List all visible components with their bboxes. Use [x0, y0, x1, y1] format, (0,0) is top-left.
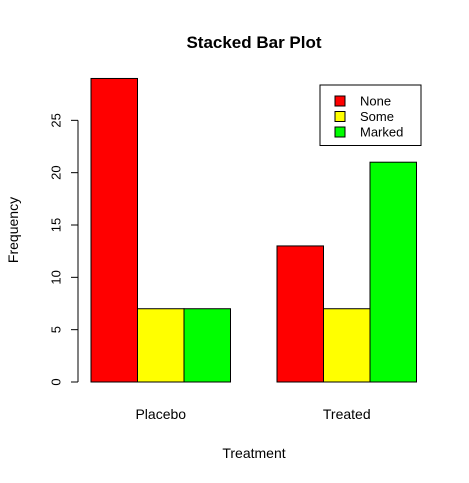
- legend-label-some: Some: [360, 109, 394, 124]
- legend-swatch-some: [334, 111, 346, 122]
- legend-label-marked: Marked: [360, 125, 403, 140]
- y-tick-label: 10: [49, 270, 64, 284]
- chart-title: Stacked Bar Plot: [186, 33, 321, 52]
- x-category-label: Placebo: [135, 406, 186, 422]
- legend-label-none: None: [360, 94, 391, 109]
- bar-treated-some: [323, 308, 371, 383]
- x-category-labels: Placebo Treated: [135, 406, 370, 422]
- y-tick-label: 0: [49, 378, 64, 385]
- legend-swatch-none: [334, 95, 346, 107]
- bar-placebo-none: [90, 77, 138, 383]
- bars-group: [90, 77, 417, 383]
- y-tick-label: 5: [49, 326, 64, 333]
- bar-treated-none: [276, 245, 324, 383]
- bar-placebo-marked: [183, 308, 231, 383]
- y-axis: 0 5 10 15 20 25: [49, 113, 79, 386]
- y-tick-label: 15: [49, 218, 64, 232]
- y-axis-label: Frequency: [5, 197, 21, 263]
- y-tick-label: 25: [49, 113, 64, 127]
- x-axis-label: Treatment: [222, 445, 285, 461]
- x-category-label: Treated: [323, 406, 371, 422]
- bar-placebo-some: [137, 308, 185, 383]
- bar-treated-marked: [369, 161, 417, 383]
- legend-swatch-marked: [334, 126, 346, 138]
- y-tick-label: 20: [49, 165, 64, 179]
